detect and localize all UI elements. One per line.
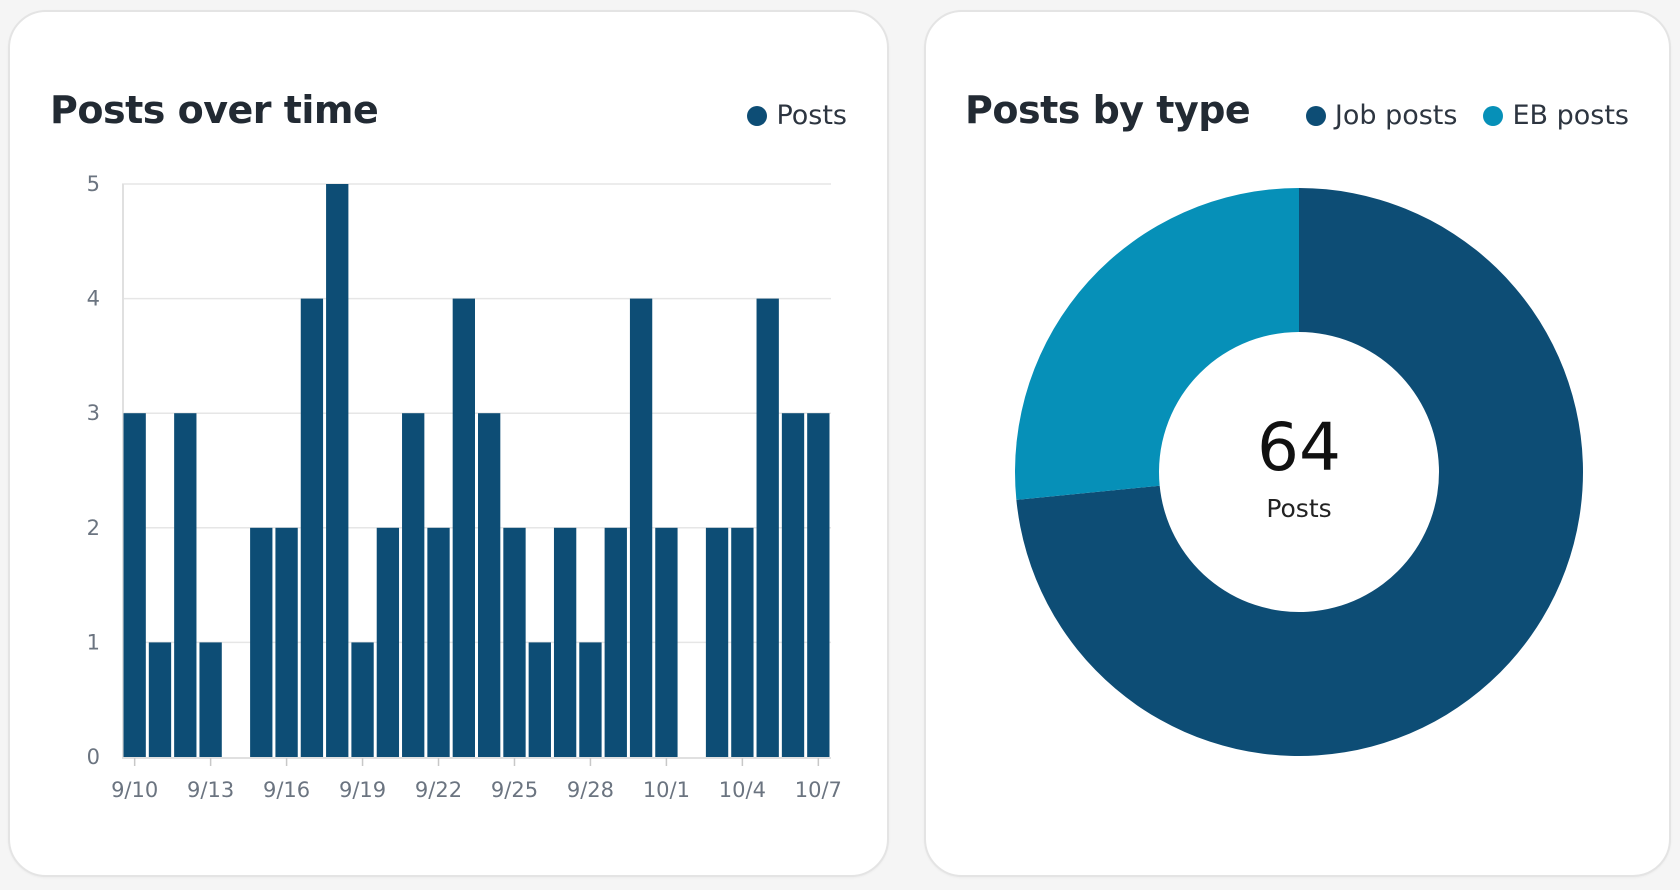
bar-9-12[interactable]	[174, 413, 196, 757]
bar-9-22[interactable]	[427, 528, 449, 757]
x-tick-label: 10/7	[795, 778, 842, 802]
donut-center-value: 64	[1257, 409, 1341, 486]
bar-9-17[interactable]	[301, 299, 323, 757]
y-tick-label: 1	[87, 630, 100, 654]
posts-over-time-chart: 0 1 2 3 4 5 9/10 9/13 9/16 9/19 9/22 9/25 9/28 10/1 10…	[10, 12, 891, 879]
bar-9-11[interactable]	[149, 642, 171, 757]
bar-9-21[interactable]	[402, 413, 424, 757]
y-tick-label: 0	[87, 745, 100, 769]
bar-10-5[interactable]	[757, 299, 779, 757]
y-tick-label: 5	[87, 172, 100, 196]
bar-9-13[interactable]	[199, 642, 221, 757]
bar-10-3[interactable]	[706, 528, 728, 757]
bar-9-27[interactable]	[554, 528, 576, 757]
bar-9-26[interactable]	[529, 642, 551, 757]
bar-10-4[interactable]	[731, 528, 753, 757]
bar-9-28[interactable]	[579, 642, 601, 757]
x-tick-label: 9/25	[491, 778, 538, 802]
x-tick-label: 9/10	[111, 778, 158, 802]
bar-9-30[interactable]	[630, 299, 652, 757]
bar-9-19[interactable]	[351, 642, 373, 757]
bar-9-24[interactable]	[478, 413, 500, 757]
bar-9-25[interactable]	[503, 528, 525, 757]
y-tick-label: 3	[87, 401, 100, 425]
bar-10-7[interactable]	[807, 413, 829, 757]
x-tick-label: 10/4	[719, 778, 766, 802]
x-tick-label: 9/19	[339, 778, 386, 802]
x-tick-label: 9/22	[415, 778, 462, 802]
bar-9-23[interactable]	[453, 299, 475, 757]
bar-9-18[interactable]	[326, 184, 348, 757]
x-tick-label: 10/1	[643, 778, 690, 802]
bar-9-10[interactable]	[124, 413, 146, 757]
bar-10-1[interactable]	[655, 528, 677, 757]
bar-9-29[interactable]	[605, 528, 627, 757]
posts-over-time-card: Posts over time Posts 0 1 2 3 4 5 9/10 9/13 9/16…	[8, 10, 889, 877]
y-tick-label: 2	[87, 516, 100, 540]
y-tick-label: 4	[87, 287, 100, 311]
posts-by-type-card: Posts by type Job posts EB posts 64 Posts	[924, 10, 1671, 877]
x-tick-label: 9/28	[567, 778, 614, 802]
x-tick-label: 9/13	[187, 778, 234, 802]
bar-9-15[interactable]	[250, 528, 272, 757]
posts-by-type-chart: 64 Posts	[926, 12, 1673, 879]
bar-10-6[interactable]	[782, 413, 804, 757]
x-tick-label: 9/16	[263, 778, 310, 802]
donut-center-label: Posts	[1266, 494, 1331, 523]
bar-9-16[interactable]	[275, 528, 297, 757]
bar-9-20[interactable]	[377, 528, 399, 757]
